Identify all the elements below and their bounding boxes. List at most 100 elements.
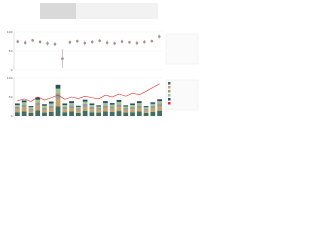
point <box>83 41 87 45</box>
bar-segment <box>42 112 47 116</box>
bar-segment <box>82 103 88 107</box>
bar-segment <box>55 84 61 89</box>
bar-segment <box>89 106 95 110</box>
bar-segment <box>157 110 162 116</box>
bar-segment <box>103 111 108 116</box>
bar-segment <box>55 98 61 107</box>
bar-segment <box>28 106 34 108</box>
bar-segment <box>143 110 149 113</box>
bar-segment <box>35 105 41 111</box>
y-tick-label: 50 <box>9 95 13 99</box>
bar-segment <box>136 108 142 112</box>
bar-segment <box>130 104 135 107</box>
bar-segment <box>103 103 108 106</box>
legend-swatch <box>168 82 171 85</box>
point <box>143 40 146 44</box>
bar-segment <box>89 104 95 107</box>
bar-segment <box>48 105 54 109</box>
legend-swatch <box>168 86 171 89</box>
bar-segment <box>42 105 47 108</box>
info-table-header <box>40 3 76 19</box>
bar-segment <box>75 106 81 109</box>
bar-segment <box>75 105 81 107</box>
bar-segment <box>143 108 149 111</box>
bar-segment <box>123 109 129 113</box>
point <box>120 40 124 43</box>
y-tick-label: 0 <box>11 114 13 118</box>
bar-segment <box>136 105 142 109</box>
bar-segment <box>28 108 34 111</box>
legend <box>165 79 199 111</box>
bar-segment <box>48 101 54 104</box>
bar-segment <box>150 102 156 104</box>
bar-segment <box>123 106 129 109</box>
bar-segment <box>69 111 74 116</box>
bar-segment <box>82 101 88 104</box>
bar-segment <box>150 108 156 112</box>
point <box>135 41 139 45</box>
bar-segment <box>150 111 156 116</box>
bar-segment <box>62 103 68 105</box>
bar-segment <box>21 107 27 112</box>
point <box>68 40 72 44</box>
bar-segment <box>130 106 135 110</box>
bar-segment <box>42 107 47 110</box>
bar-segment <box>35 102 41 106</box>
bar-segment <box>55 93 61 99</box>
bar-segment <box>15 106 20 110</box>
bar-segment <box>21 102 27 105</box>
bar-segment <box>35 97 41 100</box>
bar-segment <box>15 104 20 107</box>
bar-segment <box>62 109 68 113</box>
bar-segment <box>96 106 102 109</box>
bar-segment <box>109 111 115 116</box>
bar-segment <box>89 103 95 105</box>
bar-segment <box>150 103 156 106</box>
bar-segment <box>15 103 20 105</box>
bar-segment <box>89 109 95 113</box>
bar-segment <box>96 108 102 110</box>
bar-segment <box>157 106 162 111</box>
bar-segment <box>21 100 27 103</box>
point <box>16 40 20 43</box>
bar-segment <box>48 108 54 112</box>
bar-segment <box>157 103 162 107</box>
bar-segment <box>150 105 156 109</box>
bar-segment <box>21 104 27 108</box>
point <box>98 39 101 43</box>
bar-segment <box>96 112 102 116</box>
bar-segment <box>116 100 122 102</box>
bar-segment <box>109 106 115 109</box>
y-tick-label: 50 <box>9 49 13 53</box>
bar-segment <box>109 103 115 105</box>
point <box>113 42 116 45</box>
bar-segment <box>48 103 54 106</box>
dashboard: 0 50 100 0 50 100 <box>7 3 199 118</box>
bar-segment <box>75 108 81 111</box>
bar-segment <box>143 112 149 116</box>
point <box>150 39 154 43</box>
bar-segment <box>109 108 115 112</box>
bar-segment <box>21 111 27 116</box>
point <box>53 42 57 46</box>
bar-segment <box>55 106 61 116</box>
point <box>90 40 94 44</box>
point <box>38 40 42 44</box>
bar-segment <box>35 110 41 116</box>
legend-swatch <box>168 90 171 93</box>
point <box>31 39 34 42</box>
bar-segment <box>116 107 122 112</box>
bar-segment <box>28 110 34 113</box>
bar-segment <box>42 104 47 106</box>
y-tick-label: 100 <box>7 76 13 80</box>
bar-segment <box>130 109 135 113</box>
point <box>157 35 161 38</box>
bar-segment <box>48 111 54 116</box>
legend-swatch <box>168 94 171 97</box>
bar-segment <box>96 109 102 113</box>
bar-segment <box>123 108 129 110</box>
bar-segment <box>130 112 135 116</box>
bar-segment <box>143 106 149 108</box>
bar-segment <box>82 110 88 116</box>
point <box>128 40 131 44</box>
